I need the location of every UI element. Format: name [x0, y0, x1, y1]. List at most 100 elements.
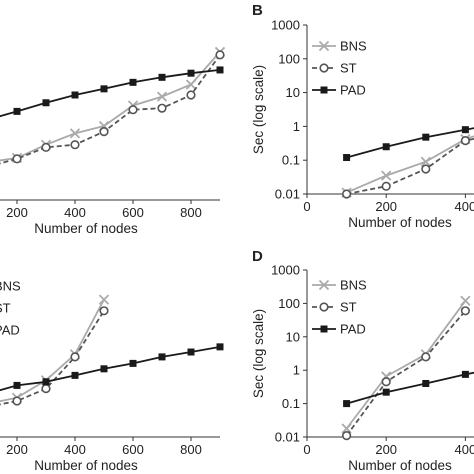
- series-pad-point: [461, 370, 469, 378]
- series-pad-point: [187, 348, 195, 356]
- y-tick-label: 10: [286, 329, 300, 344]
- series-bns-line: [346, 135, 474, 194]
- series-st-point: [421, 352, 431, 362]
- legend-item-bns: BNS: [312, 278, 367, 293]
- y-tick-label: 10: [286, 85, 300, 100]
- legend-label: PAD: [340, 322, 366, 337]
- series-st: [0, 50, 225, 165]
- y-tick-label: 1: [293, 363, 300, 378]
- series-pad: [0, 66, 224, 118]
- series-st-line: [345, 310, 467, 437]
- panel-c: 200 400 600 800 Number of nodes BNS ST PAD: [0, 279, 224, 473]
- series-pad: [343, 370, 474, 408]
- y-axis-title: Sec (log scale): [251, 65, 266, 154]
- series-bns: [0, 46, 226, 163]
- series-st: [342, 136, 474, 199]
- series-pad-point: [382, 143, 390, 151]
- legend-label: BNS: [340, 278, 367, 293]
- series-bns: [341, 295, 471, 434]
- series-pad-point: [42, 378, 50, 386]
- series-st-point: [381, 181, 391, 191]
- series-bns: [0, 294, 110, 403]
- series-pad-point: [343, 154, 351, 162]
- series-pad-point: [216, 343, 224, 351]
- series-pad-point: [71, 371, 79, 379]
- series-st-point: [421, 164, 431, 174]
- legend-label: ST: [340, 300, 357, 315]
- series-bns-point: [341, 423, 352, 434]
- y-axis-title: Sec (log scale): [251, 309, 266, 398]
- series-st-point: [12, 396, 22, 406]
- x-tick-label: 400: [455, 199, 474, 214]
- series-bns: [341, 133, 474, 198]
- x-axis-title: Number of nodes: [348, 458, 452, 473]
- series-bns-point: [420, 156, 431, 167]
- series-pad-point: [129, 78, 137, 86]
- x-tick-label: 0: [303, 442, 310, 457]
- legend-marker: [319, 63, 329, 73]
- y-tick-label: 0.1: [282, 396, 300, 411]
- panel-letter: B: [252, 2, 263, 19]
- series-st-point: [12, 154, 22, 164]
- series-pad-point: [382, 388, 390, 396]
- x-axis-title: Number of nodes: [34, 458, 138, 473]
- legend: BNS ST PAD: [0, 279, 21, 338]
- x-tick-label: 800: [180, 205, 202, 220]
- x-tick-label: 600: [122, 205, 144, 220]
- x-tick-label: 200: [6, 205, 28, 220]
- series-pad-point: [158, 73, 166, 81]
- legend-label: ST: [340, 61, 357, 76]
- legend-item-bns: BNS: [0, 279, 21, 294]
- series-st-point: [342, 431, 352, 441]
- series-bns-line: [345, 300, 467, 430]
- legend-label: PAD: [340, 83, 366, 98]
- series-bns-point: [156, 91, 168, 102]
- series-pad-point: [100, 85, 108, 93]
- series-st-point: [460, 136, 471, 146]
- series-pad-point: [187, 69, 195, 77]
- series-bns-point: [98, 294, 110, 305]
- legend-marker: [318, 279, 330, 291]
- series-pad-point: [422, 379, 430, 387]
- series-st-point: [215, 50, 225, 60]
- series-pad-point: [13, 381, 21, 389]
- series-pad-line: [346, 127, 474, 159]
- y-tick-label: 1: [293, 119, 300, 134]
- legend-item-st: ST: [0, 301, 11, 316]
- series-bns-point: [381, 170, 392, 181]
- series-pad-point: [343, 400, 351, 408]
- series-pad-point: [461, 126, 469, 134]
- x-tick-label: 200: [375, 442, 397, 457]
- y-tick-label: 100: [278, 51, 300, 66]
- panel-letter: D: [252, 248, 263, 265]
- series-pad-point: [216, 66, 224, 74]
- x-axis-title: Number of nodes: [348, 215, 452, 230]
- series-st-point: [41, 384, 51, 394]
- series-st-point: [186, 90, 196, 100]
- series-bns-point: [185, 79, 197, 90]
- series-st-point: [70, 352, 80, 362]
- series-pad-point: [71, 91, 79, 99]
- x-tick-label: 400: [64, 442, 86, 457]
- x-tick-label: 0: [303, 199, 310, 214]
- series-pad-line: [346, 371, 474, 405]
- series-st-point: [128, 105, 138, 115]
- y-tick-label: 1000: [271, 18, 300, 33]
- series-pad-line: [0, 346, 221, 392]
- y-tick-label: 100: [278, 296, 300, 311]
- y-tick-label: 0.01: [275, 187, 300, 202]
- series-pad-point: [158, 353, 166, 361]
- x-tick-label: 200: [375, 199, 397, 214]
- legend-item-bns: BNS: [312, 39, 367, 54]
- x-axis-title: Number of nodes: [34, 221, 138, 236]
- y-tick-label: 0.1: [282, 153, 300, 168]
- x-tick-label: 400: [455, 442, 474, 457]
- legend: BNS ST PAD: [312, 39, 367, 98]
- legend-marker: [318, 40, 330, 52]
- legend-item-pad: PAD: [0, 323, 20, 338]
- series-st-point: [70, 140, 80, 150]
- y-tick-label: 1000: [271, 263, 300, 278]
- panel-a: 200 400 600 800 Number of nodes: [0, 46, 226, 236]
- series-st: [342, 306, 471, 441]
